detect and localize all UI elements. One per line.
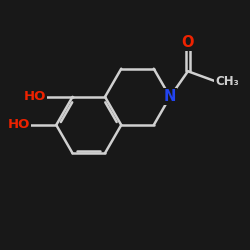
Text: N: N	[164, 89, 176, 104]
Text: CH₃: CH₃	[215, 74, 239, 88]
Text: O: O	[182, 35, 194, 50]
Text: HO: HO	[8, 118, 30, 132]
Text: HO: HO	[24, 90, 46, 103]
